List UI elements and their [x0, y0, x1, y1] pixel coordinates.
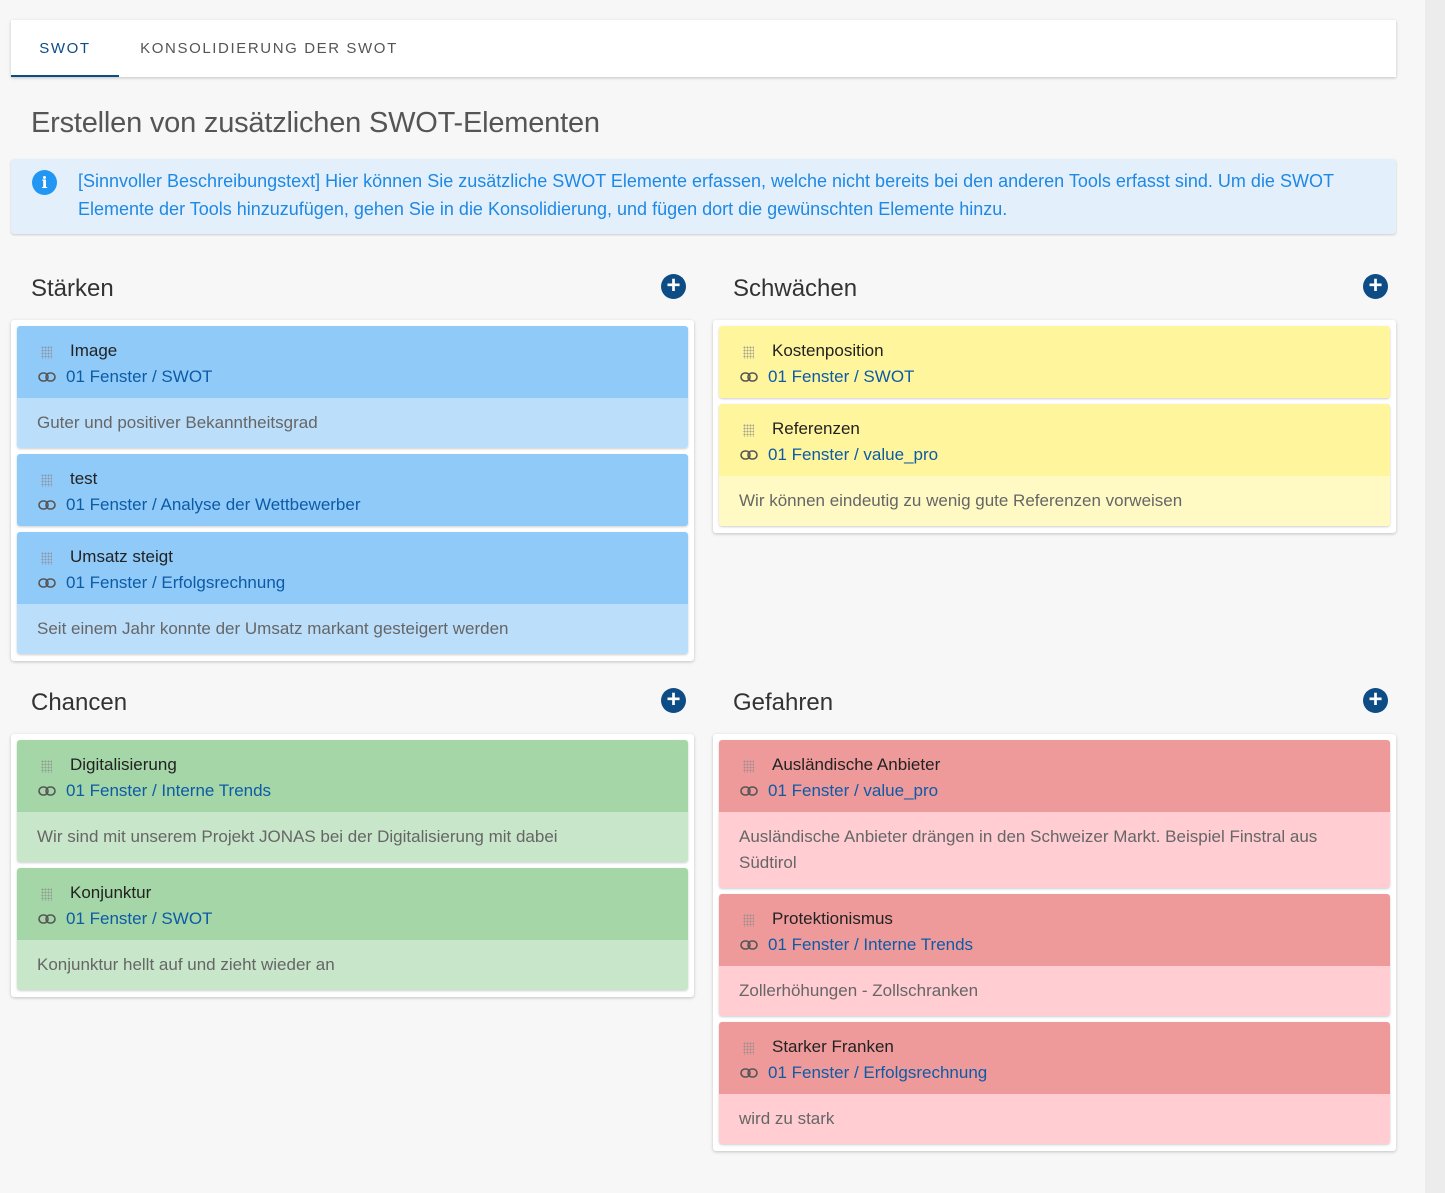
quadrant-list: Ausländische Anbieter 01 Fenster / value_… [713, 734, 1396, 1151]
card-description: Wir können eindeutig zu wenig gute Refer… [719, 476, 1390, 526]
link-icon [38, 576, 56, 588]
drag-handle-icon[interactable] [743, 346, 754, 359]
card-source-link[interactable]: 01 Fenster / SWOT [66, 909, 213, 928]
card-title: Konjunktur [70, 883, 152, 902]
card-header[interactable]: Referenzen 01 Fenster / value_pro [719, 404, 1390, 476]
card-description: wird zu stark [719, 1094, 1390, 1144]
quadrant-weaknesses: Schwächen + Kostenposition 01 Fenster / S… [713, 262, 1396, 533]
add-opportunity-button[interactable]: + [661, 688, 686, 713]
card-source-link[interactable]: 01 Fenster / SWOT [768, 367, 915, 386]
quadrant-threats: Gefahren + Ausländische Anbieter 01 Fenst… [713, 676, 1396, 1151]
card-header[interactable]: Image 01 Fenster / SWOT [17, 326, 688, 398]
card-title: Referenzen [772, 419, 860, 438]
link-icon [740, 784, 758, 796]
quadrant-title: Chancen [31, 689, 128, 716]
card-title: test [70, 469, 98, 488]
swot-card[interactable]: Konjunktur 01 Fenster / SWOT Konjunktur he… [17, 868, 688, 990]
card-description: Ausländische Anbieter drängen in den Sch… [719, 812, 1390, 888]
card-title: Image [70, 341, 118, 360]
card-header[interactable]: Ausländische Anbieter 01 Fenster / value_… [719, 740, 1390, 812]
info-icon: i [32, 170, 57, 195]
add-weakness-button[interactable]: + [1363, 274, 1388, 299]
drag-handle-icon[interactable] [743, 914, 754, 927]
scrollbar-track[interactable] [1425, 0, 1445, 1193]
swot-card[interactable]: test 01 Fenster / Analyse der Wettbewerbe… [17, 454, 688, 526]
swot-card[interactable]: Image 01 Fenster / SWOT Guter und positive… [17, 326, 688, 448]
tab-swot[interactable]: SWOT [11, 20, 119, 77]
card-source-link[interactable]: 01 Fenster / Erfolgsrechnung [66, 573, 286, 592]
card-source-link[interactable]: 01 Fenster / SWOT [66, 367, 213, 386]
quadrant-opportunities: Chancen + Digitalisierung 01 Fenster / In… [11, 676, 694, 997]
link-icon [38, 498, 56, 510]
add-threat-button[interactable]: + [1363, 688, 1388, 713]
card-description: Wir sind mit unserem Projekt JONAS bei d… [17, 812, 688, 862]
card-header[interactable]: Konjunktur 01 Fenster / SWOT [17, 868, 688, 940]
swot-card[interactable]: Ausländische Anbieter 01 Fenster / value_… [719, 740, 1390, 888]
drag-handle-icon[interactable] [41, 888, 52, 901]
card-header[interactable]: Protektionismus 01 Fenster / Interne Tren… [719, 894, 1390, 966]
quadrant-title: Gefahren [733, 689, 834, 716]
link-icon [740, 938, 758, 950]
card-description: Konjunktur hellt auf und zieht wieder an [17, 940, 688, 990]
drag-handle-icon[interactable] [41, 760, 52, 773]
card-header[interactable]: Umsatz steigt 01 Fenster / Erfolgsrechnun… [17, 532, 688, 604]
quadrant-title: Schwächen [733, 275, 858, 302]
quadrant-list: Digitalisierung 01 Fenster / Interne Tren… [11, 734, 694, 997]
card-source-link[interactable]: 01 Fenster / Interne Trends [768, 935, 974, 954]
card-source-link[interactable]: 01 Fenster / Interne Trends [66, 781, 272, 800]
main-content: SWOT KONSOLIDIERUNG DER SWOT Erstellen v… [11, 20, 1396, 234]
card-title: Protektionismus [772, 909, 893, 928]
link-icon [38, 784, 56, 796]
drag-handle-icon[interactable] [41, 552, 52, 565]
drag-handle-icon[interactable] [743, 760, 754, 773]
quadrant-strengths: Stärken + Image 01 Fenster / SWOT Guter un… [11, 262, 694, 661]
drag-handle-icon[interactable] [41, 474, 52, 487]
swot-card[interactable]: Protektionismus 01 Fenster / Interne Tren… [719, 894, 1390, 1016]
swot-card[interactable]: Kostenposition 01 Fenster / SWOT [719, 326, 1390, 398]
card-description: Zollerhöhungen - Zollschranken [719, 966, 1390, 1016]
card-header[interactable]: Starker Franken 01 Fenster / Erfolgsrechn… [719, 1022, 1390, 1094]
swot-card[interactable]: Referenzen 01 Fenster / value_pro Wir könn… [719, 404, 1390, 526]
swot-card[interactable]: Starker Franken 01 Fenster / Erfolgsrechn… [719, 1022, 1390, 1144]
tab-konsolidierung[interactable]: KONSOLIDIERUNG DER SWOT [140, 40, 398, 57]
drag-handle-icon[interactable] [41, 346, 52, 359]
link-icon [740, 370, 758, 382]
card-source-link[interactable]: 01 Fenster / Erfolgsrechnung [768, 1063, 988, 1082]
card-description: Guter und positiver Bekanntheitsgrad [17, 398, 688, 448]
tab-bar: SWOT KONSOLIDIERUNG DER SWOT [11, 20, 1396, 77]
card-source-link[interactable]: 01 Fenster / value_pro [768, 445, 939, 464]
card-source-link[interactable]: 01 Fenster / Analyse der Wettbewerber [66, 495, 361, 514]
card-title: Kostenposition [772, 341, 884, 360]
swot-card[interactable]: Digitalisierung 01 Fenster / Interne Tren… [17, 740, 688, 862]
drag-handle-icon[interactable] [743, 424, 754, 437]
swot-card[interactable]: Umsatz steigt 01 Fenster / Erfolgsrechnun… [17, 532, 688, 654]
info-text: [Sinnvoller Beschreibungstext] Hier könn… [78, 171, 1334, 219]
card-description: Seit einem Jahr konnte der Umsatz markan… [17, 604, 688, 654]
page-title: Erstellen von zusätzlichen SWOT-Elemente… [31, 107, 600, 139]
card-header[interactable]: Kostenposition 01 Fenster / SWOT [719, 326, 1390, 398]
quadrant-list: Kostenposition 01 Fenster / SWOT Referenze… [713, 320, 1396, 533]
card-title: Ausländische Anbieter [772, 755, 941, 774]
drag-handle-icon[interactable] [743, 1042, 754, 1055]
card-title: Starker Franken [772, 1037, 894, 1056]
link-icon [740, 448, 758, 460]
link-icon [740, 1066, 758, 1078]
card-header[interactable]: test 01 Fenster / Analyse der Wettbewerbe… [17, 454, 688, 526]
card-header[interactable]: Digitalisierung 01 Fenster / Interne Tren… [17, 740, 688, 812]
add-strength-button[interactable]: + [661, 274, 686, 299]
quadrant-list: Image 01 Fenster / SWOT Guter und positive… [11, 320, 694, 661]
quadrant-title: Stärken [31, 275, 114, 302]
card-title: Digitalisierung [70, 755, 177, 774]
link-icon [38, 370, 56, 382]
info-banner: i [Sinnvoller Beschreibungstext] Hier kö… [11, 159, 1396, 234]
card-source-link[interactable]: 01 Fenster / value_pro [768, 781, 939, 800]
link-icon [38, 912, 56, 924]
card-title: Umsatz steigt [70, 547, 173, 566]
